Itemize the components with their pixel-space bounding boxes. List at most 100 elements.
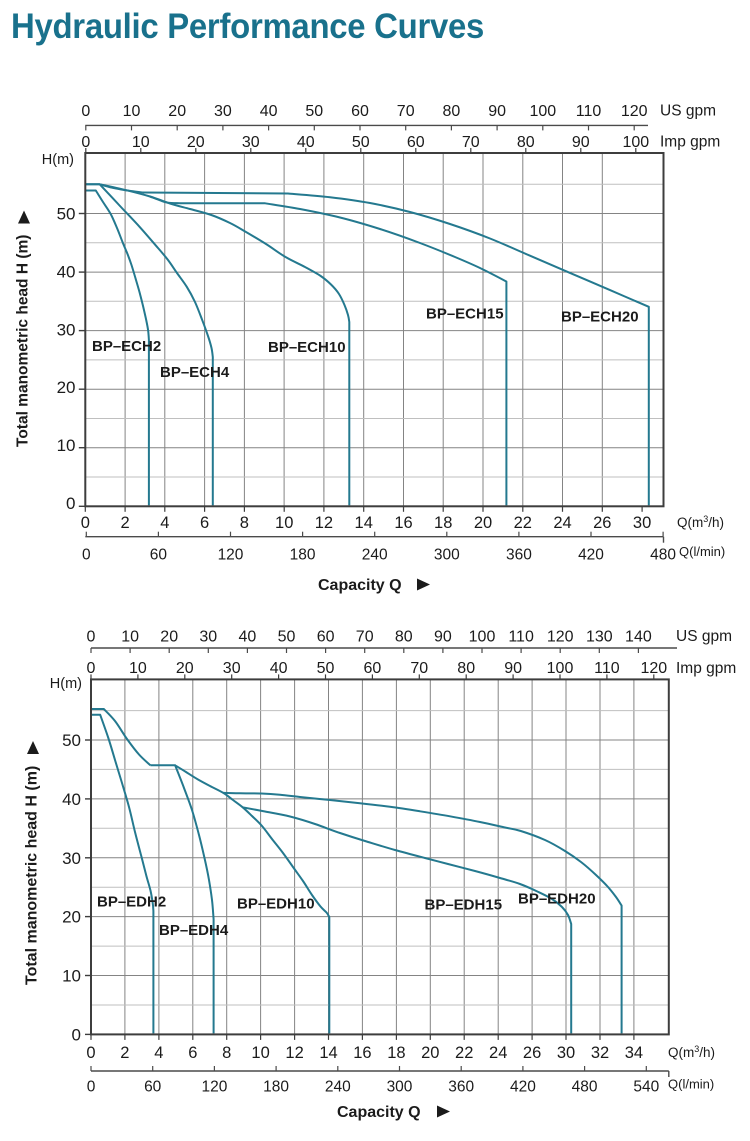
svg-text:360: 360 (448, 1079, 474, 1096)
svg-text:Q(l/min): Q(l/min) (668, 1077, 714, 1092)
svg-text:0: 0 (87, 660, 96, 677)
svg-text:BP–ECH20: BP–ECH20 (561, 309, 639, 326)
svg-text:60: 60 (364, 660, 382, 677)
svg-text:Q(m3/h): Q(m3/h) (677, 514, 724, 530)
svg-text:50: 50 (352, 134, 370, 151)
svg-text:20: 20 (421, 1044, 439, 1062)
svg-text:Total manometric head H (m): Total manometric head H (m) (24, 766, 41, 985)
svg-text:80: 80 (443, 103, 461, 120)
svg-text:70: 70 (410, 660, 428, 677)
svg-text:US gpm: US gpm (676, 628, 732, 645)
svg-text:100: 100 (469, 629, 496, 646)
svg-text:16: 16 (353, 1044, 371, 1062)
svg-text:50: 50 (62, 731, 81, 750)
svg-text:180: 180 (263, 1079, 289, 1096)
svg-text:8: 8 (240, 514, 249, 532)
svg-text:360: 360 (506, 547, 532, 564)
svg-text:10: 10 (132, 134, 150, 151)
svg-text:50: 50 (305, 103, 323, 120)
svg-text:10: 10 (251, 1044, 269, 1062)
svg-text:40: 40 (260, 103, 278, 120)
svg-text:80: 80 (395, 629, 413, 646)
svg-text:0: 0 (81, 103, 90, 120)
svg-text:60: 60 (144, 1079, 162, 1096)
svg-text:H(m): H(m) (50, 676, 82, 692)
svg-text:Imp gpm: Imp gpm (676, 660, 736, 677)
svg-text:40: 40 (239, 629, 257, 646)
svg-text:Total manometric head H (m): Total manometric head H (m) (15, 235, 32, 447)
svg-text:30: 30 (57, 320, 76, 339)
svg-text:10: 10 (62, 967, 81, 986)
svg-text:120: 120 (201, 1079, 227, 1096)
svg-text:6: 6 (200, 514, 209, 532)
svg-text:40: 40 (270, 660, 288, 677)
svg-text:130: 130 (586, 629, 613, 646)
svg-text:24: 24 (489, 1044, 507, 1062)
svg-text:14: 14 (319, 1044, 337, 1062)
svg-text:18: 18 (434, 514, 452, 532)
svg-text:22: 22 (514, 514, 532, 532)
svg-text:18: 18 (387, 1044, 405, 1062)
svg-text:100: 100 (547, 660, 574, 677)
svg-text:BP–ECH2: BP–ECH2 (92, 338, 161, 355)
svg-text:90: 90 (434, 629, 452, 646)
svg-text:100: 100 (622, 134, 649, 151)
svg-text:10: 10 (123, 103, 141, 120)
svg-text:12: 12 (285, 1044, 303, 1062)
svg-text:0: 0 (66, 494, 75, 513)
svg-text:BP–EDH10: BP–EDH10 (237, 896, 315, 913)
svg-text:34: 34 (625, 1044, 643, 1062)
svg-text:BP–ECH15: BP–ECH15 (426, 306, 504, 323)
svg-text:80: 80 (517, 134, 535, 151)
svg-text:300: 300 (387, 1079, 413, 1096)
svg-text:300: 300 (434, 547, 460, 564)
svg-text:30: 30 (199, 629, 217, 646)
svg-text:180: 180 (290, 547, 316, 564)
svg-text:20: 20 (187, 134, 205, 151)
svg-text:40: 40 (297, 134, 315, 151)
svg-text:0: 0 (82, 547, 91, 564)
svg-text:0: 0 (87, 1079, 96, 1096)
svg-text:100: 100 (529, 103, 556, 120)
svg-text:20: 20 (474, 514, 492, 532)
svg-text:240: 240 (325, 1079, 351, 1096)
svg-text:90: 90 (504, 660, 522, 677)
svg-text:2: 2 (120, 1044, 129, 1062)
svg-text:30: 30 (557, 1044, 575, 1062)
svg-text:60: 60 (407, 134, 425, 151)
svg-text:4: 4 (160, 514, 169, 532)
svg-text:Imp gpm: Imp gpm (660, 134, 720, 151)
svg-text:110: 110 (594, 660, 620, 677)
svg-text:0: 0 (86, 1044, 95, 1062)
svg-text:8: 8 (222, 1044, 231, 1062)
svg-text:0: 0 (81, 134, 90, 151)
svg-text:60: 60 (317, 629, 335, 646)
svg-text:US gpm: US gpm (660, 103, 716, 120)
svg-text:Capacity Q: Capacity Q (337, 1104, 421, 1121)
svg-text:90: 90 (572, 134, 590, 151)
svg-text:0: 0 (72, 1025, 81, 1044)
svg-text:110: 110 (576, 103, 602, 120)
svg-text:2: 2 (121, 514, 130, 532)
svg-text:20: 20 (168, 103, 186, 120)
svg-text:0: 0 (81, 514, 90, 532)
svg-text:70: 70 (356, 629, 374, 646)
svg-text:10: 10 (121, 629, 139, 646)
svg-text:50: 50 (278, 629, 296, 646)
svg-text:10: 10 (275, 514, 293, 532)
svg-text:120: 120 (621, 103, 648, 120)
svg-text:120: 120 (640, 660, 667, 677)
svg-text:14: 14 (355, 514, 373, 532)
svg-text:540: 540 (633, 1079, 659, 1096)
svg-text:10: 10 (57, 436, 76, 455)
svg-text:480: 480 (572, 1079, 598, 1096)
svg-text:16: 16 (394, 514, 412, 532)
svg-text:60: 60 (150, 547, 168, 564)
svg-text:20: 20 (176, 660, 194, 677)
svg-text:0: 0 (87, 629, 96, 646)
svg-text:140: 140 (625, 629, 652, 646)
svg-text:32: 32 (591, 1044, 609, 1062)
svg-text:50: 50 (57, 205, 76, 224)
svg-text:26: 26 (593, 514, 611, 532)
svg-text:20: 20 (160, 629, 178, 646)
